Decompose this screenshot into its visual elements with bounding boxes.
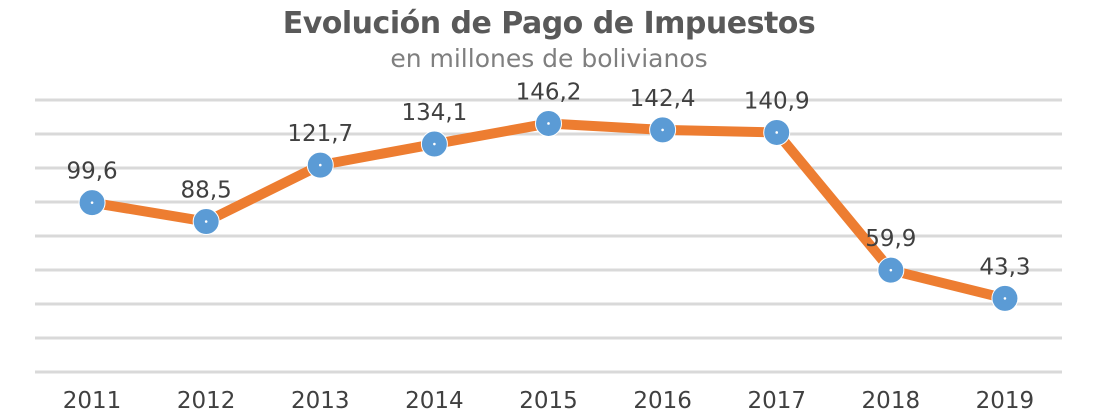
data-label: 99,6 (66, 159, 117, 185)
data-point-center (889, 268, 893, 272)
data-label: 146,2 (516, 79, 582, 105)
data-label: 140,9 (744, 88, 810, 114)
x-tick-label: 2011 (63, 388, 122, 413)
x-tick-label: 2018 (862, 388, 921, 413)
data-point-center (661, 128, 664, 132)
data-point-center (433, 142, 436, 146)
data-point-center (204, 220, 208, 223)
series-polyline (91, 118, 1007, 304)
x-tick-label: 2015 (519, 388, 578, 413)
data-label: 59,9 (865, 226, 916, 252)
x-tick-label: 2016 (633, 388, 692, 413)
x-axis-ticks: 2011 2012 2013 2014 2015 2016 2017 2018 2019 (63, 388, 1034, 413)
x-tick-label: 2013 (291, 388, 350, 413)
data-point-center (90, 201, 94, 204)
data-point-center (775, 131, 779, 134)
x-tick-label: 2014 (405, 388, 464, 413)
data-label: 43,3 (979, 254, 1030, 280)
data-point-center (547, 122, 550, 125)
series-line (91, 118, 1007, 304)
x-tick-label: 2012 (177, 388, 236, 413)
data-label: 134,1 (401, 100, 467, 126)
data-label: 121,7 (287, 121, 353, 147)
x-tick-label: 2019 (976, 388, 1035, 413)
data-markers (78, 109, 1019, 312)
data-label: 88,5 (181, 178, 232, 204)
chart-subtitle: en millones de bolivianos (390, 44, 708, 73)
data-labels: 99,6 88,5 121,7 134,1 146,2 142,4 140,9 59,9 43,… (66, 79, 1030, 280)
data-point-center (318, 163, 322, 167)
data-label: 142,4 (630, 86, 696, 112)
x-tick-label: 2017 (747, 388, 806, 413)
chart-title: Evolución de Pago de Impuestos (282, 6, 816, 41)
data-point-center (1003, 297, 1007, 300)
